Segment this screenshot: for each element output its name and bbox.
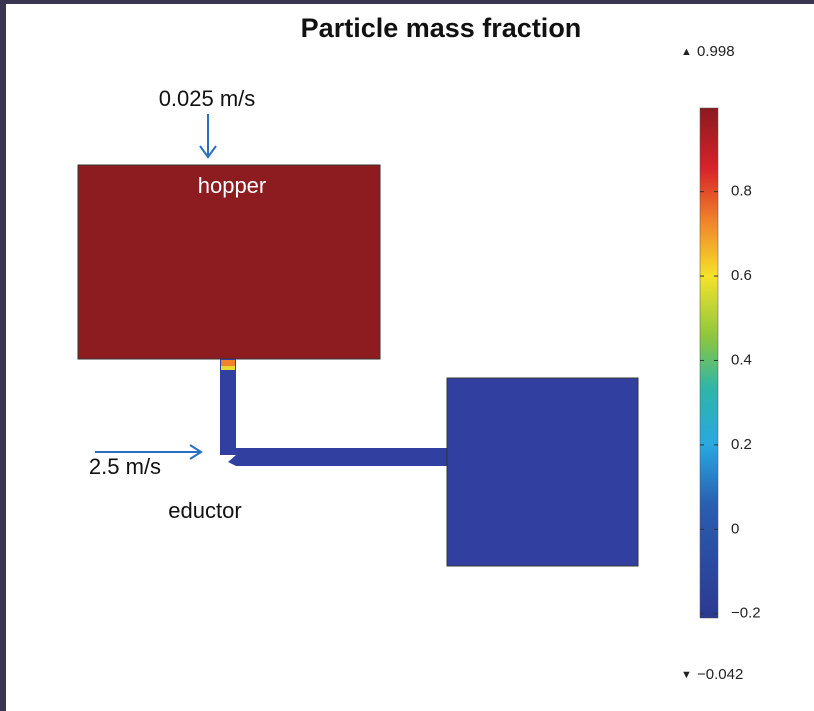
arrowhead [189,444,203,460]
arrowhead [199,145,217,159]
max-label: 0.998 [697,43,735,60]
annotation: 2.5 m/s [89,454,161,479]
annotation: hopper [198,173,267,198]
min-label: −0.042 [697,666,743,683]
hopper-region [77,164,381,360]
interface [221,360,235,366]
outlet-region [446,377,639,567]
annotation: eductor [168,498,241,523]
scan-edge [0,0,814,4]
title: Particle mass fraction [301,13,582,43]
tick-label: 0.4 [731,351,752,368]
interface [221,366,235,370]
tick-label: 0.2 [731,436,752,453]
annotation: 0.025 m/s [159,86,256,111]
tick-label: 0 [731,520,739,537]
tick-label: −0.2 [731,605,761,622]
max-marker: ▲ [681,46,692,58]
colorbar [699,107,719,619]
tick-label: 0.8 [731,183,752,200]
min-marker: ▼ [681,669,692,681]
tube [220,359,236,455]
scan-edge [0,0,6,711]
pipe [228,448,447,466]
tick-label: 0.6 [731,267,752,284]
